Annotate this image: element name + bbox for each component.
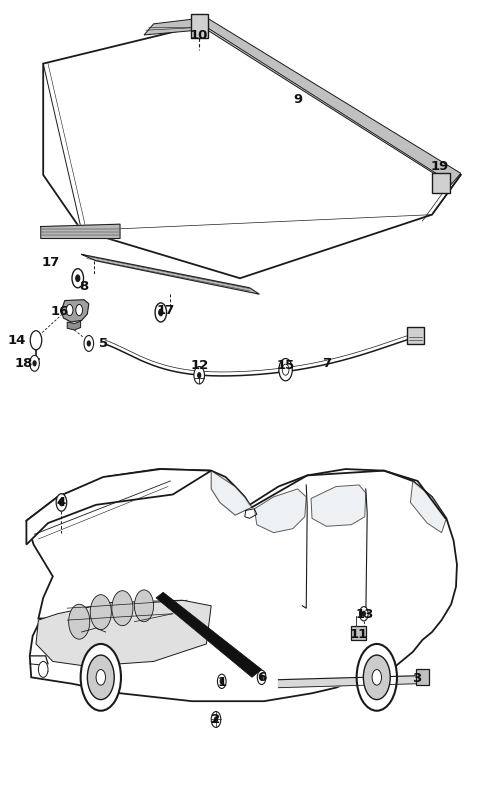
Circle shape — [33, 361, 36, 366]
FancyBboxPatch shape — [432, 173, 450, 193]
Circle shape — [84, 335, 94, 351]
Polygon shape — [61, 300, 89, 322]
Polygon shape — [211, 471, 252, 515]
Text: 12: 12 — [190, 359, 208, 372]
Text: 4: 4 — [57, 496, 66, 509]
FancyBboxPatch shape — [351, 626, 366, 640]
Circle shape — [134, 590, 154, 622]
Text: 8: 8 — [79, 280, 89, 293]
Circle shape — [257, 670, 266, 684]
Polygon shape — [26, 469, 457, 701]
Text: 17: 17 — [41, 256, 60, 269]
Text: 18: 18 — [15, 357, 33, 370]
Polygon shape — [82, 254, 259, 294]
Circle shape — [87, 341, 90, 346]
Text: 15: 15 — [276, 359, 295, 372]
Circle shape — [211, 712, 221, 727]
Circle shape — [372, 669, 382, 685]
Text: 11: 11 — [350, 628, 368, 641]
Text: 3: 3 — [412, 672, 421, 684]
Circle shape — [56, 494, 67, 511]
Circle shape — [30, 355, 39, 371]
Circle shape — [363, 655, 390, 700]
Circle shape — [260, 675, 263, 680]
Circle shape — [81, 644, 121, 711]
FancyBboxPatch shape — [191, 14, 208, 38]
Circle shape — [72, 269, 84, 288]
Text: 1: 1 — [217, 676, 227, 688]
Text: 7: 7 — [322, 357, 331, 370]
Circle shape — [362, 611, 365, 616]
Circle shape — [279, 359, 292, 381]
Circle shape — [215, 717, 217, 722]
Circle shape — [87, 655, 114, 700]
Text: 17: 17 — [156, 304, 175, 316]
Circle shape — [90, 595, 111, 630]
Polygon shape — [67, 321, 81, 330]
Text: 6: 6 — [257, 671, 266, 684]
Circle shape — [66, 304, 73, 316]
Polygon shape — [254, 489, 306, 533]
Circle shape — [69, 604, 90, 639]
Circle shape — [220, 679, 223, 684]
FancyBboxPatch shape — [416, 669, 429, 685]
Polygon shape — [26, 469, 211, 545]
Circle shape — [360, 607, 368, 621]
Circle shape — [159, 309, 163, 316]
Polygon shape — [41, 224, 120, 238]
FancyBboxPatch shape — [407, 327, 424, 344]
Circle shape — [76, 304, 83, 316]
Circle shape — [155, 303, 167, 322]
Circle shape — [60, 499, 63, 506]
Polygon shape — [144, 17, 461, 184]
Circle shape — [76, 275, 80, 281]
Text: 5: 5 — [98, 337, 108, 350]
Polygon shape — [278, 676, 418, 688]
Polygon shape — [410, 481, 446, 533]
Circle shape — [198, 373, 201, 378]
Polygon shape — [311, 485, 366, 526]
Text: 9: 9 — [293, 93, 302, 106]
Text: 13: 13 — [356, 608, 374, 621]
Polygon shape — [36, 600, 211, 666]
Circle shape — [30, 331, 42, 350]
Circle shape — [217, 674, 226, 688]
Polygon shape — [156, 592, 262, 677]
Polygon shape — [43, 24, 461, 278]
Text: 19: 19 — [430, 161, 448, 173]
Circle shape — [282, 364, 289, 375]
Text: 16: 16 — [51, 305, 69, 318]
Circle shape — [194, 366, 204, 384]
Text: 14: 14 — [8, 334, 26, 347]
Circle shape — [357, 644, 397, 711]
Circle shape — [112, 591, 133, 626]
Text: 2: 2 — [211, 713, 221, 726]
Circle shape — [96, 669, 106, 685]
Text: 10: 10 — [190, 29, 208, 42]
Circle shape — [38, 661, 48, 677]
